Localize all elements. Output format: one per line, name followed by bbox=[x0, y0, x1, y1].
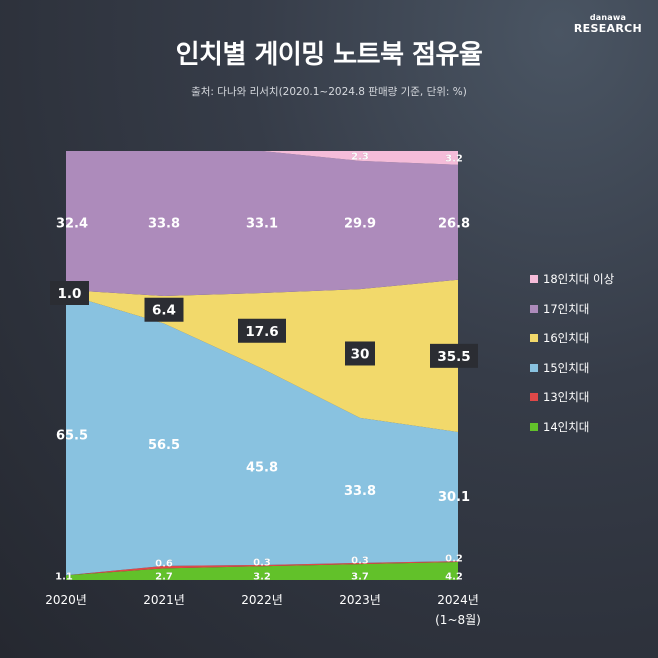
data-label: 2.7 bbox=[155, 572, 173, 583]
legend-item: 13인치대 bbox=[530, 390, 655, 404]
data-label: 65.5 bbox=[56, 428, 88, 443]
data-label: 0.2 bbox=[445, 554, 463, 565]
legend-swatch bbox=[530, 334, 538, 342]
data-label: 32.4 bbox=[56, 217, 88, 232]
data-label: 33.1 bbox=[246, 217, 278, 232]
legend-item: 17인치대 bbox=[530, 302, 655, 316]
brand-logo: danawa RESEARCH bbox=[573, 13, 642, 35]
data-label: 33.8 bbox=[344, 484, 376, 499]
data-label: 0.3 bbox=[351, 555, 369, 566]
data-label: 30 bbox=[351, 346, 370, 362]
legend-item: 15인치대 bbox=[530, 361, 655, 375]
x-tick-label: 2022년 bbox=[241, 593, 283, 607]
legend-label: 14인치대 bbox=[543, 419, 590, 434]
area-series-18인치대 이상 bbox=[66, 151, 458, 165]
legend-item: 16인치대 bbox=[530, 331, 655, 345]
legend-label: 18인치대 이상 bbox=[543, 272, 615, 286]
data-label: 3.2 bbox=[253, 572, 271, 583]
data-label: 3.7 bbox=[351, 572, 369, 583]
legend-swatch bbox=[530, 393, 538, 401]
legend-label: 17인치대 bbox=[543, 301, 590, 316]
data-label: 1.0 bbox=[58, 286, 82, 302]
legend-item: 18인치대 이상 bbox=[530, 272, 655, 286]
data-label: 4.2 bbox=[445, 572, 463, 583]
legend-swatch bbox=[530, 422, 538, 431]
data-label-box bbox=[345, 341, 375, 366]
data-label: 2.3 bbox=[351, 151, 369, 162]
x-tick-label: 2020년 bbox=[45, 593, 87, 607]
legend-swatch bbox=[530, 304, 538, 313]
area-series-17인치대 bbox=[66, 151, 458, 297]
legend-label: 15인치대 bbox=[543, 360, 590, 375]
area-series-15인치대 bbox=[66, 294, 458, 576]
legend-label: 13인치대 bbox=[543, 390, 590, 404]
data-label-box bbox=[430, 343, 478, 368]
chart-source: 출처: 다나와 리서치(2020.1~2024.8 판매량 기준, 단위: %) bbox=[191, 86, 467, 98]
data-label-box bbox=[50, 281, 89, 305]
legend-item: 14인치대 bbox=[530, 420, 655, 434]
data-label-box bbox=[144, 297, 184, 322]
data-label-box bbox=[238, 318, 286, 343]
brand-logo-small: danawa bbox=[589, 13, 627, 22]
area-series-group bbox=[66, 151, 458, 580]
data-label: 6.4 bbox=[152, 303, 176, 319]
legend-swatch bbox=[530, 363, 538, 372]
legend-label: 16인치대 bbox=[543, 331, 590, 345]
chart-title: 인치별 게이밍 노트북 점유율 bbox=[175, 40, 483, 70]
data-label: 0.3 bbox=[253, 557, 271, 568]
data-label: 56.5 bbox=[148, 438, 180, 453]
x-tick-label: 2021년 bbox=[143, 593, 185, 607]
data-label: 30.1 bbox=[438, 490, 470, 505]
x-axis: 2020년 2021년 2022년 2023년 2024년 (1~8월) bbox=[45, 593, 481, 627]
data-label: 1.1 bbox=[55, 572, 73, 583]
x-tick-label: 2023년 bbox=[339, 593, 381, 607]
x-tick-sublabel: (1~8월) bbox=[435, 613, 481, 627]
area-series-13인치대 bbox=[66, 561, 458, 576]
brand-logo-big: RESEARCH bbox=[573, 22, 642, 35]
x-tick-label: 2024년 bbox=[437, 593, 479, 607]
data-label: 26.8 bbox=[438, 217, 470, 232]
legend-swatch bbox=[530, 275, 538, 283]
data-label-group: 1.1 2.7 3.2 3.7 4.2 0.6 0.3 0.3 0.2 65.5 56.5 45.8 3… bbox=[50, 151, 478, 583]
data-label: 35.5 bbox=[437, 349, 470, 365]
data-label: 17.6 bbox=[245, 324, 278, 340]
data-label: 3.2 bbox=[445, 153, 463, 164]
legend: 18인치대 이상 17인치대 16인치대 15인치대 13인치대 14인치대 bbox=[530, 272, 655, 449]
data-label: 45.8 bbox=[246, 460, 278, 475]
data-label: 29.9 bbox=[344, 217, 376, 232]
area-series-14인치대 bbox=[66, 561, 458, 580]
data-label: 33.8 bbox=[148, 217, 180, 232]
data-label: 0.6 bbox=[155, 558, 173, 569]
